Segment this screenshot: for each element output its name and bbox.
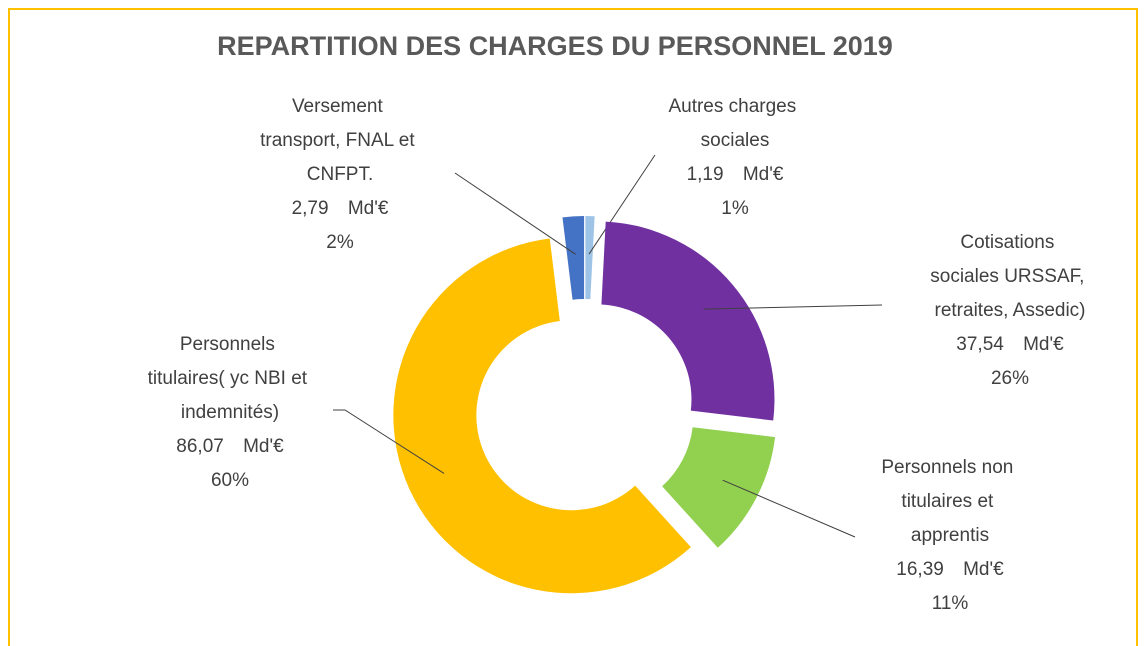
- donut-slice: [585, 216, 595, 300]
- value-label: 1,19 Md'€: [687, 164, 784, 185]
- leader-line: [722, 479, 856, 538]
- value-label: 16,39 Md'€: [896, 559, 1004, 580]
- frame: [8, 8, 1138, 646]
- donut-slice: [662, 427, 776, 548]
- slice-label: Autres charges sociales: [668, 96, 801, 151]
- chart-title: REPARTITION DES CHARGES DU PERSONNEL 201…: [217, 31, 893, 61]
- percent-label: 2%: [326, 232, 354, 253]
- donut-slice: [562, 216, 585, 300]
- slice-label: Cotisations sociales URSSAF, retraites, …: [930, 232, 1089, 321]
- percent-label: 1%: [721, 198, 749, 219]
- leader-line: [333, 409, 445, 474]
- slice-label: Versement transport, FNAL et CNFPT.: [260, 96, 420, 185]
- percent-label: 60%: [211, 470, 249, 491]
- slice-label: Personnels non titulaires et apprentis: [881, 457, 1018, 546]
- value-label: 86,07 Md'€: [176, 436, 284, 457]
- percent-label: 11%: [932, 593, 969, 614]
- leader-line: [454, 172, 576, 255]
- leader-line: [588, 154, 656, 255]
- value-label: 2,79 Md'€: [292, 198, 389, 219]
- percent-label: 26%: [991, 368, 1029, 389]
- leader-line: [703, 304, 883, 310]
- slice-label: Personnels titulaires( yc NBI et indemni…: [148, 334, 313, 423]
- value-label: 37,54 Md'€: [956, 334, 1064, 355]
- donut-slice: [393, 238, 691, 594]
- donut-slice: [601, 221, 775, 421]
